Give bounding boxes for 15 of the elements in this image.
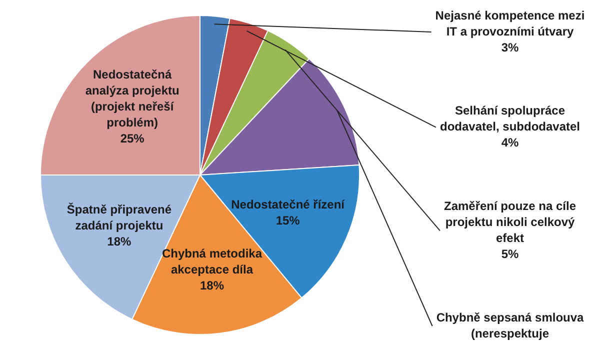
slice-label: Zaměření pouze na cíle projektu nikoli celkový efekt (444, 198, 576, 245)
data-label: 18% (107, 234, 132, 249)
data-label: 5% (501, 246, 519, 261)
data-label: 25% (120, 132, 145, 146)
slice-label: Nedostatečné řízení (231, 197, 346, 212)
slice-label: Nedostatečná analýza projektu (projekt neřeší problém) (85, 68, 180, 130)
data-label: 18% (200, 278, 224, 292)
data-label: 3% (501, 40, 519, 54)
data-label: 15% (276, 213, 300, 228)
data-label: 4% (501, 136, 519, 150)
slice-label: Nejasné kompetence mezi IT a provozními útvary (435, 8, 585, 38)
slice-label: Chybná metodika akceptace díla (162, 246, 262, 276)
slice-label: Selhání spolupráce dodavatel, subdodavatel (440, 104, 580, 134)
slice-label: Chybně sepsaná smlouva (nerespektuje (436, 310, 584, 340)
slice-label: Špatně připravené zadání projektu (66, 202, 172, 233)
